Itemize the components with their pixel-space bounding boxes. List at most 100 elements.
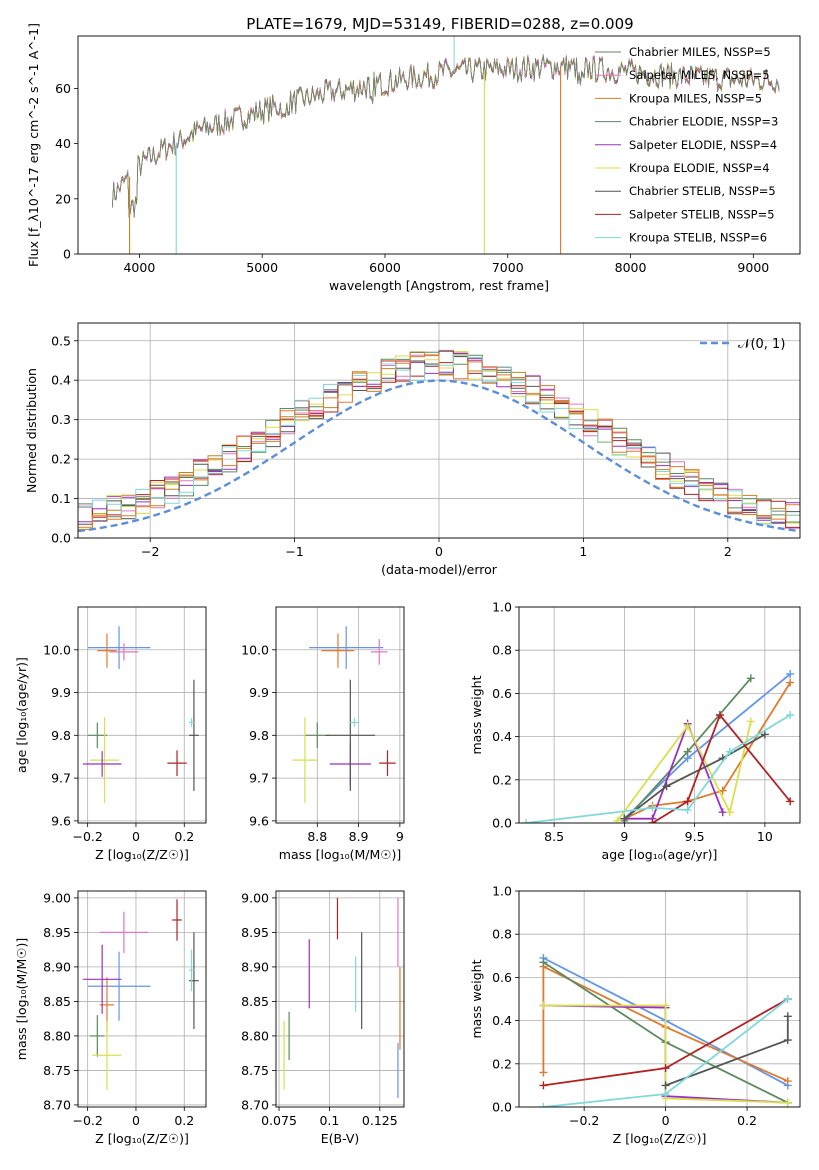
mass-vs-Z-plot-area xyxy=(82,899,199,1090)
y-tick-label: 0.2 xyxy=(492,772,512,787)
y-tick-label: 0.4 xyxy=(492,1013,512,1028)
errorbar-point xyxy=(370,639,388,665)
y-tick-label: 9.8 xyxy=(249,728,269,743)
y-tick-label: 8.85 xyxy=(43,994,71,1009)
weight-line xyxy=(543,1004,788,1104)
legend-label: Chabrier ELODIE, NSSP=3 xyxy=(629,115,778,129)
y-tick-label: 8.70 xyxy=(241,1097,269,1112)
weight-marker xyxy=(683,797,692,806)
x-tick-label: 0.2 xyxy=(174,829,194,844)
y-tick-label: 8.80 xyxy=(43,1028,71,1043)
weight-marker xyxy=(683,806,692,815)
y-tick-label: 0.1 xyxy=(51,491,71,506)
x-axis-label: age [log₁₀(age/yr)] xyxy=(602,847,718,862)
errorbar-point xyxy=(99,911,149,954)
x-tick-label: 6000 xyxy=(369,260,401,275)
axes-frame xyxy=(518,890,801,1108)
mass-vs-Z-panel: −0.2 0 0.2 8.70 8.75 8.80 8.85 8.90 8.95 9.00 Z [l… xyxy=(14,890,207,1146)
errorbar-point xyxy=(350,718,359,727)
spectrum-panel: 4000 5000 6000 7000 8000 9000 0 20 40 60 wavelengt… xyxy=(26,23,801,293)
x-tick-label: −1 xyxy=(285,544,303,559)
errorbar-point xyxy=(87,626,151,670)
weight-marker xyxy=(715,711,724,719)
weight-marker xyxy=(783,1012,792,1021)
y-tick-label: 60 xyxy=(55,81,71,96)
residuals-plot-area xyxy=(78,349,800,533)
x-axis-label: wavelength [Angstrom, rest frame] xyxy=(329,278,549,293)
y-tick-label: 8.90 xyxy=(241,959,269,974)
y-axis-label: age [log₁₀(age/yr)] xyxy=(14,657,29,773)
weight-marker xyxy=(539,1068,548,1077)
weight-marker xyxy=(760,730,769,739)
weight-marker xyxy=(786,678,795,687)
legend-label: Kroupa MILES, NSSP=5 xyxy=(629,91,762,105)
errorbar-point xyxy=(82,944,122,1014)
weight-marker xyxy=(683,747,692,756)
legend-label: Salpeter STELIB, NSSP=5 xyxy=(629,207,775,221)
weight-marker xyxy=(786,711,795,719)
y-tick-label: 40 xyxy=(55,136,71,151)
x-tick-label: 7000 xyxy=(492,260,524,275)
x-axis-label: E(B-V) xyxy=(321,1131,360,1146)
errorbar-point xyxy=(87,722,107,749)
y-tick-label: 10.0 xyxy=(241,642,269,657)
y-tick-label: 8.80 xyxy=(241,1028,269,1043)
y-axis-label: Normed distribution xyxy=(24,368,39,493)
errorbar-point xyxy=(92,1020,122,1090)
y-tick-label: 9.7 xyxy=(249,771,269,786)
y-tick-label: 10.0 xyxy=(43,642,71,657)
x-tick-label: 8.8 xyxy=(307,829,327,844)
weight-marker xyxy=(783,1036,792,1045)
x-tick-label: 0.1 xyxy=(319,1113,339,1128)
axes-frame xyxy=(77,890,207,1108)
x-tick-label: −0.2 xyxy=(72,1113,102,1128)
y-tick-label: 0 xyxy=(63,247,71,262)
weight-marker xyxy=(786,669,795,678)
errorbar-point xyxy=(321,633,355,668)
x-tick-label: 0 xyxy=(662,1113,670,1128)
x-tick-label: 2 xyxy=(724,544,732,559)
weight-marker xyxy=(661,1090,670,1099)
mass-vs-EBV-plot-area xyxy=(283,897,401,1099)
y-tick-label: 0.6 xyxy=(492,970,512,985)
weight-marker xyxy=(662,782,671,791)
y-tick-label: 0.5 xyxy=(51,333,71,348)
errorbar-point xyxy=(82,751,122,777)
weight-line xyxy=(652,713,791,823)
axes-frame xyxy=(518,606,801,824)
legend-label: Kroupa ELODIE, NSSP=4 xyxy=(629,161,770,175)
legend-label: Salpeter ELODIE, NSSP=4 xyxy=(629,138,777,152)
weight-marker xyxy=(620,814,629,823)
y-axis-label: Flux [f_λ10^-17 erg cm^-2 s^-1 A^-1] xyxy=(26,23,41,267)
legend-label: 𝒩(0, 1) xyxy=(738,337,785,352)
figure-title: PLATE=1679, MJD=53149, FIBERID=0288, z=0… xyxy=(246,15,633,33)
x-axis-label: mass [log₁₀(M/M☉)] xyxy=(279,847,401,862)
weight-marker xyxy=(648,819,657,823)
y-tick-label: 9.6 xyxy=(51,813,71,828)
axes-frame xyxy=(275,606,405,824)
weight-marker xyxy=(522,819,531,823)
weight-marker xyxy=(746,674,755,683)
x-tick-label: 9 xyxy=(396,829,404,844)
y-tick-label: 8.95 xyxy=(241,925,269,940)
y-tick-label: 9.8 xyxy=(51,728,71,743)
weight-marker xyxy=(783,1077,792,1086)
axes-frame xyxy=(77,322,801,539)
x-tick-label: −2 xyxy=(141,544,159,559)
histogram-step xyxy=(78,354,800,531)
spectrum-line xyxy=(112,56,780,218)
weight-marker xyxy=(725,747,734,756)
x-tick-label: 0 xyxy=(132,1113,140,1128)
weight-marker xyxy=(539,958,548,967)
x-tick-label: 0.2 xyxy=(174,1113,194,1128)
axes-frame xyxy=(275,890,405,1108)
errorbar-point xyxy=(189,932,199,1030)
mass-weight-vs-age-panel: 8.5 9 9.5 10 0.0 0.2 0.4 0.6 0.8 1.0 age [log₁₀(ag… xyxy=(469,600,801,862)
errorbar-point xyxy=(379,750,396,776)
normal-curve xyxy=(78,379,800,533)
weight-line xyxy=(616,721,752,822)
weight-marker xyxy=(648,803,657,812)
errorbar-point xyxy=(172,899,182,941)
errorbar-point xyxy=(90,1015,105,1057)
legend-label: Chabrier MILES, NSSP=5 xyxy=(629,45,771,59)
